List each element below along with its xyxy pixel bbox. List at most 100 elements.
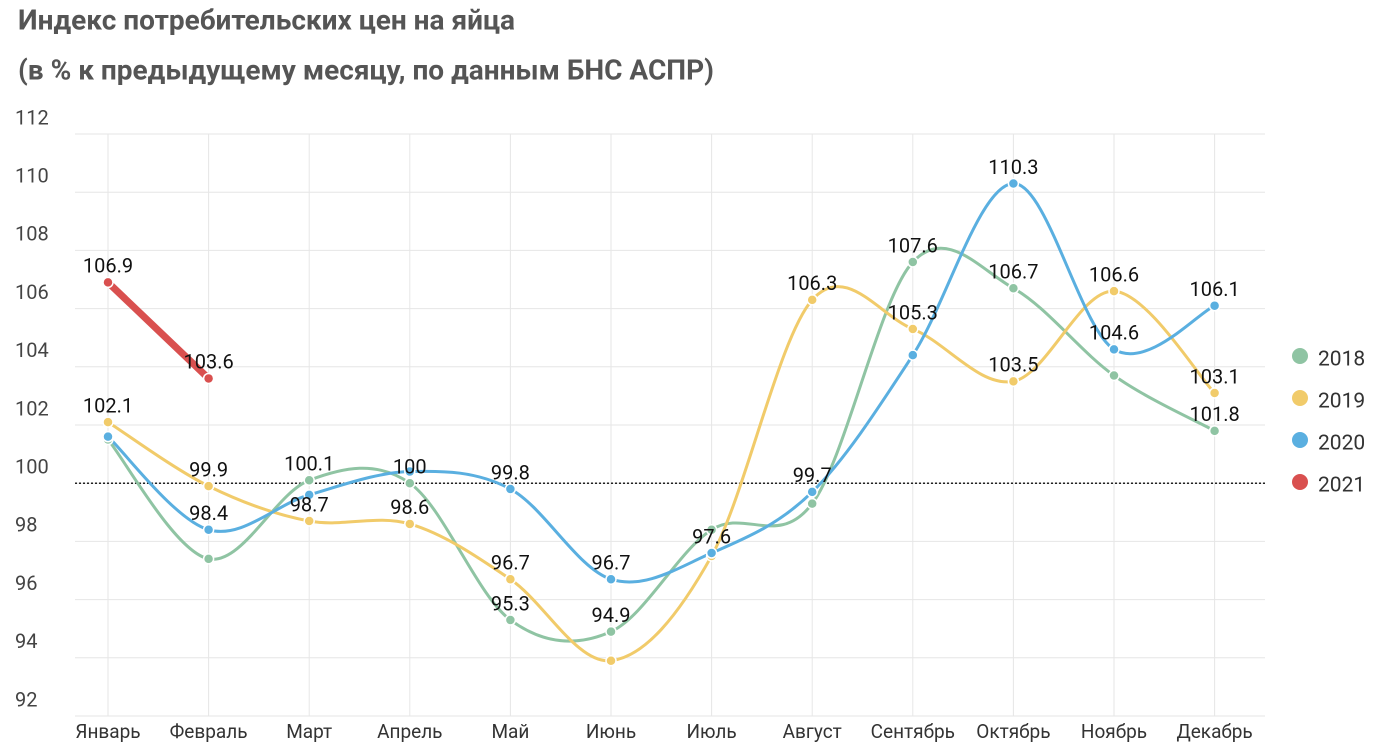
value-label: 98.4	[189, 501, 228, 525]
series-line	[106, 181, 1217, 584]
point	[303, 515, 315, 527]
y-tick-label: 94	[15, 629, 37, 653]
value-label: 103.6	[183, 350, 233, 374]
point	[404, 465, 416, 478]
point	[1108, 285, 1120, 297]
y-tick-label: 108	[15, 222, 49, 246]
point	[504, 614, 517, 626]
value-label: 106.9	[83, 254, 133, 278]
value-label: 99.7	[793, 463, 832, 487]
point	[907, 349, 919, 361]
point	[404, 518, 416, 530]
point	[1108, 343, 1120, 356]
chart-title: Индекс потребительских цен на яйца	[18, 3, 515, 36]
point	[1208, 425, 1221, 437]
x-tick-label: Март	[286, 720, 332, 743]
y-tick-label: 110	[15, 163, 49, 187]
value-label: 105.3	[888, 300, 938, 324]
chart-subtitle: (в % к предыдущему месяцу, по данным БНС…	[18, 53, 714, 86]
point	[504, 573, 517, 585]
series-line	[106, 246, 1217, 643]
point	[605, 654, 617, 667]
value-label: 94.9	[592, 603, 631, 627]
x-tick-label: Апрель	[377, 720, 442, 743]
value-label: 106.6	[1089, 262, 1139, 286]
point	[605, 573, 617, 585]
y-tick-label: 100	[15, 454, 49, 478]
point	[102, 276, 114, 289]
value-label: 101.8	[1189, 402, 1239, 426]
point	[1208, 387, 1221, 399]
y-tick-label: 104	[15, 338, 49, 362]
value-label: 102.1	[83, 393, 133, 417]
value-label: 96.7	[592, 551, 631, 575]
point	[102, 430, 114, 443]
point	[907, 256, 919, 268]
point	[1108, 369, 1120, 382]
x-tick-label: Май	[491, 720, 529, 743]
y-tick-label: 98	[15, 513, 37, 537]
value-label: 107.6	[888, 233, 938, 257]
point	[202, 553, 215, 565]
legend-label: 2019	[1318, 390, 1365, 414]
point	[102, 416, 114, 428]
legend-swatch	[1292, 390, 1308, 406]
x-tick-label: Декабрь	[1176, 720, 1252, 743]
point	[303, 489, 315, 501]
point	[404, 477, 416, 489]
value-label: 106.3	[787, 271, 837, 295]
series-line	[104, 278, 213, 382]
point	[1007, 177, 1020, 190]
x-tick-label: Январь	[75, 720, 140, 743]
series-line	[106, 285, 1217, 663]
legend-swatch	[1292, 432, 1308, 448]
value-label: 103.1	[1189, 364, 1239, 388]
value-label: 98.6	[390, 495, 429, 519]
point	[1007, 375, 1020, 388]
x-tick-label: Июнь	[586, 720, 636, 743]
value-label: 100.1	[284, 452, 334, 476]
point	[202, 372, 215, 385]
point	[303, 474, 315, 487]
x-tick-label: Сентябрь	[871, 720, 955, 743]
x-tick-label: Октябрь	[976, 720, 1050, 743]
value-label: 96.7	[491, 551, 530, 575]
value-label: 100	[393, 454, 427, 478]
y-tick-label: 106	[15, 280, 49, 304]
point	[705, 547, 718, 559]
value-label: 106.7	[988, 260, 1038, 284]
point	[705, 524, 718, 536]
value-label: 99.9	[189, 457, 228, 481]
value-label: 106.1	[1189, 277, 1239, 301]
value-label: 104.6	[1089, 321, 1139, 345]
point	[605, 625, 617, 638]
legend-label: 2018	[1318, 348, 1365, 372]
x-tick-label: Февраль	[170, 720, 248, 743]
point	[504, 483, 517, 495]
x-tick-label: Ноябрь	[1081, 720, 1147, 743]
y-tick-label: 102	[15, 396, 49, 420]
value-label: 95.3	[491, 591, 530, 615]
x-tick-label: Июль	[686, 720, 736, 743]
y-tick-label: 92	[15, 687, 37, 711]
y-tick-label: 112	[15, 105, 49, 129]
legend-swatch	[1292, 474, 1308, 490]
point	[202, 524, 215, 536]
legend-label: 2020	[1318, 432, 1365, 456]
value-label: 110.3	[988, 155, 1038, 179]
point	[806, 486, 818, 498]
value-label: 98.7	[290, 492, 329, 516]
x-tick-label: Август	[783, 720, 842, 743]
value-label: 99.8	[491, 460, 530, 484]
value-label: 103.5	[988, 353, 1038, 377]
point	[1208, 299, 1221, 312]
value-label: 97.6	[692, 524, 731, 548]
y-tick-label: 96	[15, 571, 37, 595]
point	[806, 294, 818, 306]
point	[907, 323, 919, 335]
point	[202, 480, 215, 492]
legend-swatch	[1292, 348, 1308, 364]
point	[1007, 282, 1020, 294]
legend-label: 2021	[1318, 474, 1365, 498]
